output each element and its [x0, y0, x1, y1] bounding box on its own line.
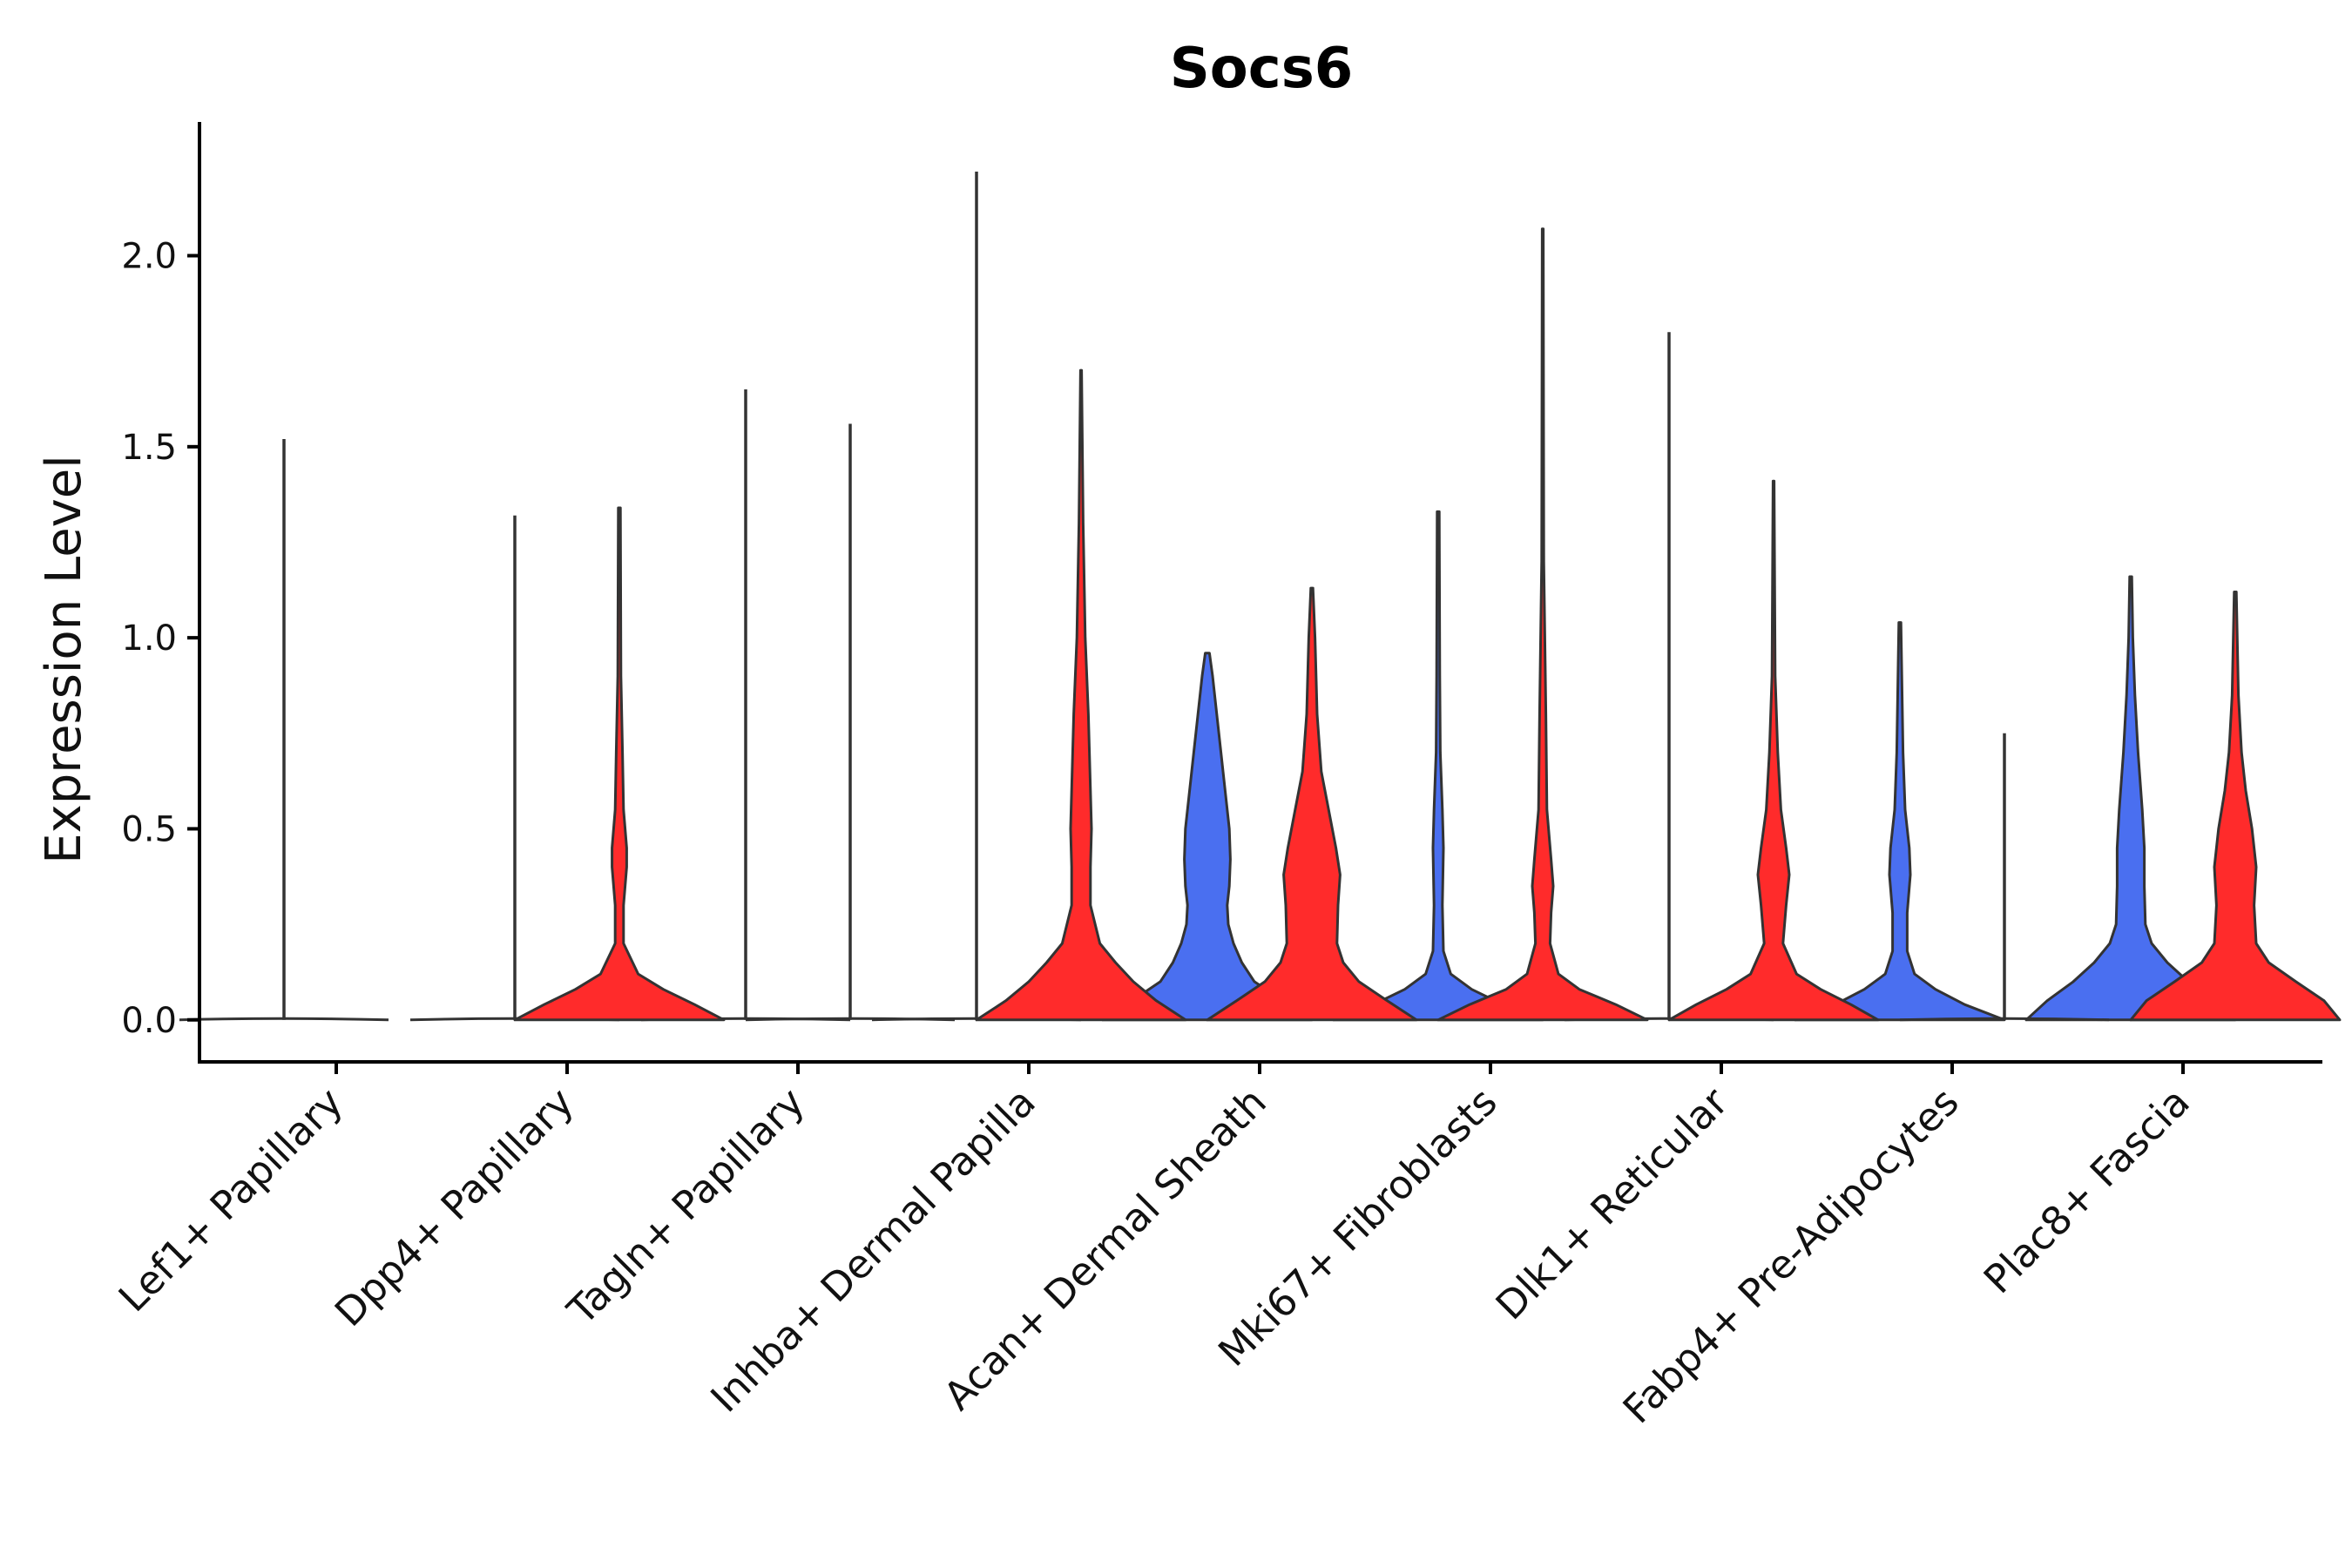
violin-group_b — [1436, 227, 1649, 1022]
y-tick-label: 0.0 — [121, 1001, 177, 1041]
x-tick-label: Plac8+ Fascia — [1975, 1078, 2199, 1302]
violin-group_b — [2129, 591, 2342, 1022]
y-tick-label: 0.5 — [121, 809, 177, 849]
violin-group_b — [513, 506, 726, 1022]
y-tick-label: 2.0 — [121, 237, 177, 277]
violin-group_a — [1332, 510, 1544, 1022]
y-tick-label: 1.0 — [121, 618, 177, 659]
violin-group_b — [1667, 479, 1880, 1022]
x-tick-label: Dlk1+ Reticular — [1487, 1078, 1737, 1328]
violin-group_a — [1101, 652, 1314, 1022]
x-tick-label: Dpp4+ Papillary — [326, 1078, 583, 1335]
y-axis-label: Expression Level — [36, 455, 92, 864]
y-tick-label: 1.5 — [121, 428, 177, 468]
violin-group_b — [975, 368, 1187, 1022]
x-tick-label: Lef1+ Papillary — [110, 1078, 352, 1321]
violin-group_a — [1794, 621, 2006, 1022]
y-ticks: 0.0 0.5 1.0 1.5 2.0 — [121, 237, 199, 1041]
violin-layer — [179, 172, 2342, 1022]
violin-group_b — [1206, 586, 1418, 1022]
chart-title: Socs6 — [1170, 37, 1354, 101]
x-tick-label: Tagln+ Papillary — [558, 1078, 814, 1334]
violin-group_a — [2024, 575, 2237, 1022]
